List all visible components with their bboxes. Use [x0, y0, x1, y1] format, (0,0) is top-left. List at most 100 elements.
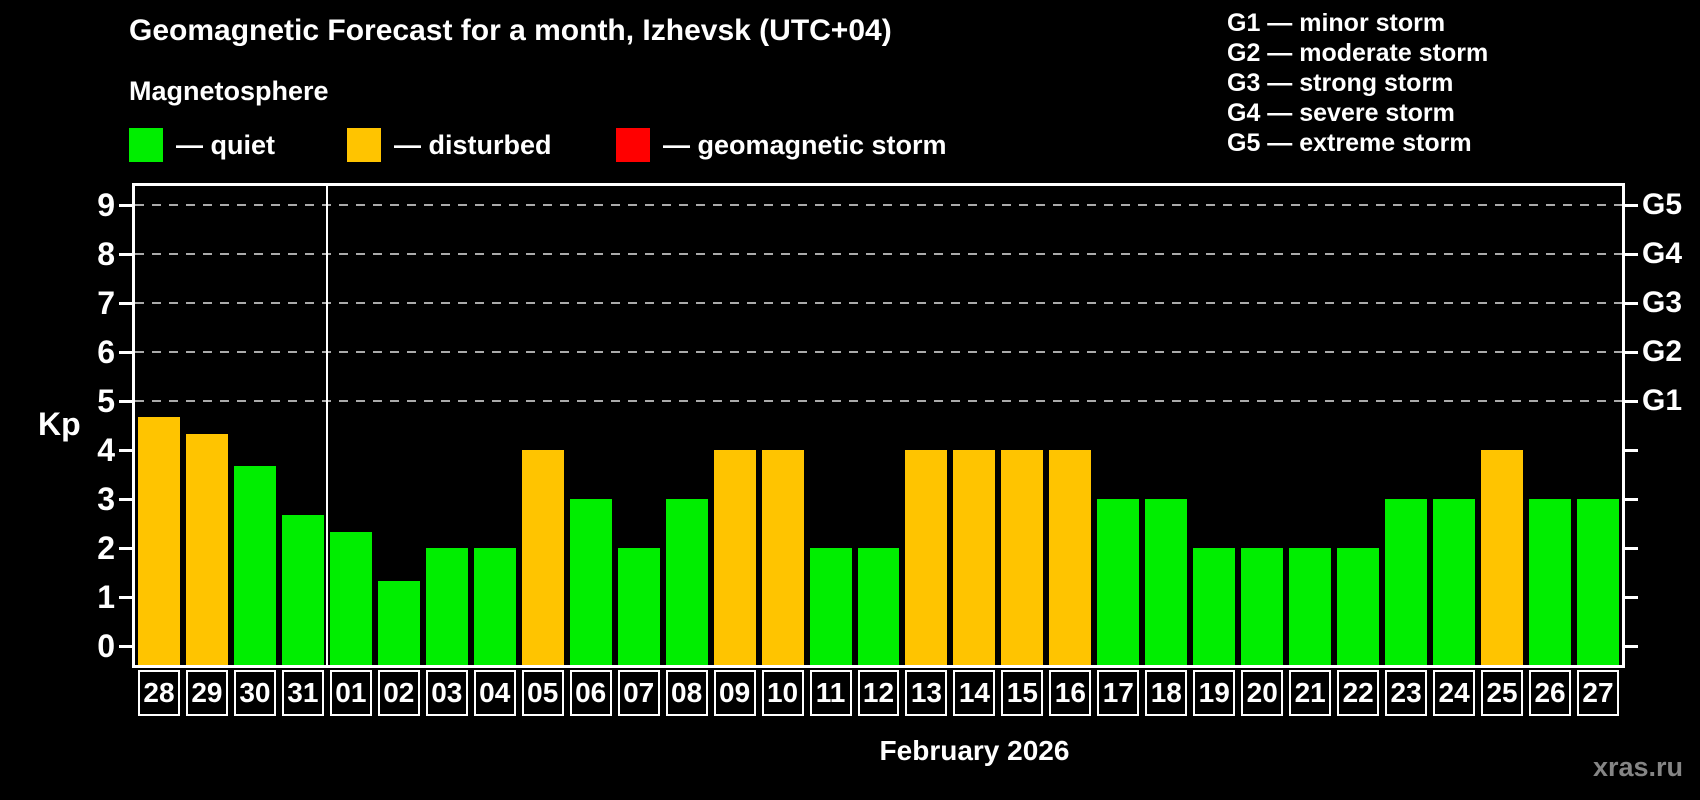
y-axis-tick — [119, 596, 132, 599]
date-label: 01 — [329, 670, 372, 716]
y-axis-tick — [119, 204, 132, 207]
g-scale-label: G4 — [1642, 237, 1683, 270]
date-label: 16 — [1049, 670, 1092, 716]
y-axis-tick — [119, 645, 132, 648]
date-label: 23 — [1385, 670, 1428, 716]
y-tick-label: 2 — [97, 530, 115, 566]
storm-color-swatch — [616, 128, 650, 162]
kp-axis-label: Kp — [38, 406, 81, 442]
chart-title: Geomagnetic Forecast for a month, Izhevs… — [129, 14, 892, 47]
kp-bar — [905, 450, 948, 665]
y-tick-label: 6 — [97, 334, 115, 370]
storm-scale-item: G1 — minor storm — [1227, 9, 1446, 37]
y-axis-tick — [1625, 253, 1638, 256]
y-tick-label: 3 — [97, 481, 115, 517]
gridline — [135, 351, 1622, 353]
date-label: 26 — [1529, 670, 1572, 716]
kp-bar — [809, 548, 852, 665]
kp-bar — [1481, 450, 1524, 665]
month-label: February 2026 — [879, 735, 1070, 766]
gridline — [135, 204, 1622, 206]
kp-bar — [377, 580, 420, 665]
y-axis-tick — [119, 302, 132, 305]
y-tick-label: 5 — [97, 383, 115, 419]
y-axis-tick — [1625, 400, 1638, 403]
gridline — [135, 302, 1622, 304]
y-axis-tick — [119, 547, 132, 550]
y-tick-label: 8 — [97, 236, 115, 272]
y-axis-tick — [119, 498, 132, 501]
y-tick-label: 9 — [97, 187, 115, 223]
date-label: 27 — [1577, 670, 1619, 716]
y-tick-label: 7 — [97, 285, 115, 321]
kp-bar — [1001, 450, 1044, 665]
date-label: 29 — [185, 670, 228, 716]
kp-bar — [1145, 499, 1188, 665]
kp-bar — [665, 499, 708, 665]
date-label: 07 — [617, 670, 660, 716]
y-axis-tick — [119, 253, 132, 256]
date-label: 02 — [377, 670, 420, 716]
date-label: 19 — [1193, 670, 1236, 716]
y-axis-tick — [1625, 302, 1638, 305]
kp-bar — [1193, 548, 1236, 665]
y-axis-tick — [1625, 449, 1638, 452]
kp-bar — [1097, 499, 1140, 665]
y-tick-label: 0 — [97, 628, 115, 664]
kp-bar — [1241, 548, 1284, 665]
date-label: 12 — [857, 670, 900, 716]
date-label: 31 — [281, 670, 324, 716]
kp-bar — [473, 548, 516, 665]
kp-bar — [1577, 499, 1619, 665]
date-label: 25 — [1481, 670, 1524, 716]
y-tick-label: 1 — [97, 579, 115, 615]
y-axis-tick — [119, 400, 132, 403]
legend-item-quiet: — quiet — [129, 126, 275, 164]
kp-bar — [1337, 548, 1380, 665]
date-label: 15 — [1001, 670, 1044, 716]
storm-scale-legend: G1 — minor storm G2 — moderate storm G3 … — [1227, 8, 1488, 158]
date-label: 08 — [665, 670, 708, 716]
g-scale-label: G1 — [1642, 384, 1683, 417]
g-scale-label: G3 — [1642, 286, 1683, 319]
y-tick-label: 4 — [97, 432, 115, 468]
date-label: 11 — [809, 670, 852, 716]
date-label: 09 — [713, 670, 756, 716]
y-axis-tick — [1625, 351, 1638, 354]
kp-bar — [1529, 499, 1572, 665]
date-label: 24 — [1433, 670, 1476, 716]
kp-bar — [569, 499, 612, 665]
legend-item-disturbed: — disturbed — [347, 126, 552, 164]
kp-bar — [1289, 548, 1332, 665]
kp-bar — [953, 450, 996, 665]
date-label: 05 — [521, 670, 564, 716]
date-label: 28 — [138, 670, 180, 716]
y-axis-tick — [1625, 204, 1638, 207]
legend-item-storm: — geomagnetic storm — [616, 126, 947, 164]
legend-item-label: — geomagnetic storm — [663, 129, 947, 160]
month-divider-line — [325, 186, 328, 665]
kp-bar — [617, 548, 660, 665]
gridline — [135, 253, 1622, 255]
g-scale-label: G5 — [1642, 188, 1683, 221]
kp-bar — [761, 450, 804, 665]
y-axis-tick — [1625, 645, 1638, 648]
kp-bar — [521, 450, 564, 665]
kp-bar — [1049, 450, 1092, 665]
watermark-xras: xras.ru — [1592, 752, 1683, 782]
date-label: 06 — [569, 670, 612, 716]
date-label: 30 — [233, 670, 276, 716]
storm-scale-item: G3 — strong storm — [1227, 69, 1454, 97]
date-label: 04 — [473, 670, 516, 716]
date-label: 03 — [425, 670, 468, 716]
quiet-color-swatch — [129, 128, 163, 162]
date-label: 17 — [1097, 670, 1140, 716]
storm-scale-item: G5 — extreme storm — [1227, 129, 1472, 157]
kp-bar — [233, 466, 276, 665]
y-axis-tick — [119, 449, 132, 452]
x-axis-date-labels: 28 29 30 31 01 02 03 04 05 06 07 08 09 10 11 12 13 14 15 16… — [135, 670, 1622, 716]
kp-bar — [425, 548, 468, 665]
kp-bar — [713, 450, 756, 665]
date-label: 20 — [1241, 670, 1284, 716]
